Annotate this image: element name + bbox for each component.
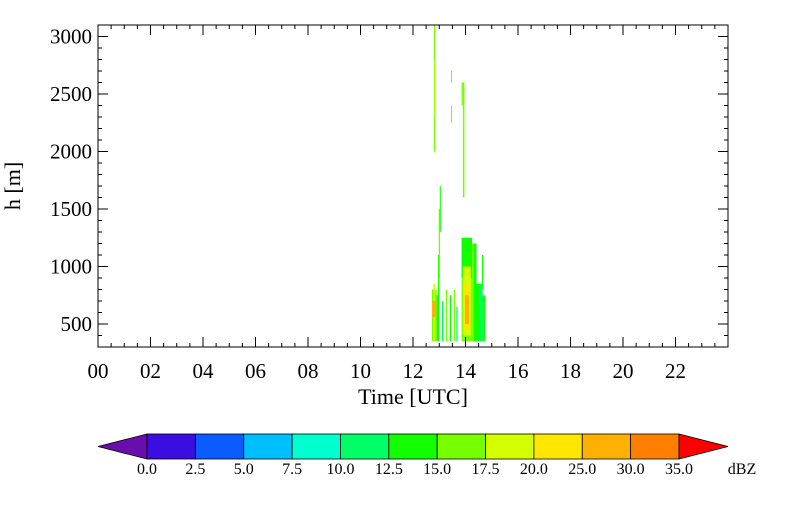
reflectivity-cell-7 <box>439 186 441 232</box>
y-axis-label: h [m] <box>0 162 25 210</box>
colorbar <box>97 433 729 460</box>
colorbar-arrow-left <box>97 433 148 460</box>
colorbar-segment <box>630 433 680 460</box>
reflectivity-cell-16 <box>451 105 453 123</box>
colorbar-segment <box>243 433 293 460</box>
colorbar-arrow-right <box>678 433 729 460</box>
colorbar-segment <box>436 433 486 460</box>
x-tick-label: 12 <box>403 359 424 383</box>
reflectivity-cell-23 <box>464 295 469 324</box>
y-tick-label: 500 <box>61 312 93 336</box>
colorbar-segment <box>485 433 535 460</box>
reflectivity-cell-10 <box>449 295 452 342</box>
x-tick-label: 18 <box>560 359 581 383</box>
y-tick-label: 3000 <box>50 25 92 49</box>
colorbar-segment <box>146 433 196 460</box>
colorbar-segment <box>388 433 438 460</box>
reflectivity-cell-17 <box>461 82 463 106</box>
x-axis-label: Time [UTC] <box>358 384 468 409</box>
colorbar-segment <box>533 433 583 460</box>
x-tick-label: 02 <box>140 359 161 383</box>
colorbar-segment <box>291 433 341 460</box>
reflectivity-cell-9 <box>445 289 448 342</box>
reflectivity-cell-11 <box>453 289 455 342</box>
colorbar-label: 17.5 <box>472 461 500 478</box>
plot-frame <box>97 24 729 348</box>
reflectivity-cell-24 <box>473 243 477 342</box>
colorbar-label: 12.5 <box>375 461 403 478</box>
x-tick-label: 22 <box>665 359 686 383</box>
reflectivity-cell-27 <box>482 255 484 290</box>
reflectivity-cell-15 <box>451 71 453 83</box>
colorbar-label: 15.0 <box>423 461 451 478</box>
colorbar-segment <box>581 433 632 460</box>
x-tick-label: 08 <box>298 359 319 383</box>
reflectivity-cell-5 <box>437 255 440 342</box>
reflectivity-cell-20 <box>461 237 473 278</box>
colorbar-label: 5.0 <box>234 461 254 478</box>
x-tick-label: 04 <box>193 359 215 383</box>
colorbar-label: 10.0 <box>326 461 354 478</box>
reflectivity-cell-6 <box>438 209 441 278</box>
x-tick-label: 10 <box>350 359 371 383</box>
reflectivity-cell-28 <box>482 295 486 342</box>
colorbar-label: 0.0 <box>137 461 157 478</box>
colorbar-label: 35.0 <box>665 461 693 478</box>
reflectivity-cell-18 <box>462 82 465 198</box>
colorbar-unit: dBZ <box>728 461 756 478</box>
colorbar-label: 7.5 <box>282 461 302 478</box>
y-tick-labels: 500 1000 1500 2000 2500 3000 <box>50 25 92 337</box>
colorbar-label: 20.0 <box>520 461 548 478</box>
y-tick-label: 1000 <box>50 255 92 279</box>
x-tick-label: 20 <box>613 359 634 383</box>
colorbar-label: 30.0 <box>617 461 645 478</box>
x-tick-label: 16 <box>508 359 529 383</box>
reflectivity-cells <box>431 25 486 342</box>
colorbar-labels: 0.0 2.5 5.0 7.5 10.0 12.5 15.0 17.5 20.0 25.0 30.0… <box>137 461 693 478</box>
y-tick-label: 2500 <box>50 82 92 106</box>
axis-ticks <box>97 24 729 348</box>
colorbar-label: 25.0 <box>568 461 596 478</box>
x-tick-label: 00 <box>88 359 109 383</box>
reflectivity-cell-8 <box>441 301 444 342</box>
x-tick-labels: 00 02 04 06 08 10 12 14 16 18 20 22 <box>88 359 687 383</box>
colorbar-segment <box>194 433 245 460</box>
x-tick-label: 06 <box>245 359 266 383</box>
reflectivity-cell-25 <box>476 283 480 342</box>
x-tick-label: 14 <box>455 359 477 383</box>
reflectivity-cell-12 <box>456 306 458 342</box>
colorbar-label: 2.5 <box>185 461 205 478</box>
y-tick-label: 1500 <box>50 197 92 221</box>
colorbar-segment <box>340 433 390 460</box>
y-tick-label: 2000 <box>50 140 92 164</box>
reflectivity-cell-26 <box>479 283 483 342</box>
reflectivity-cell-3 <box>436 295 438 342</box>
reflectivity-cell-4 <box>431 301 437 318</box>
reflectivity-cell-14 <box>434 59 436 117</box>
